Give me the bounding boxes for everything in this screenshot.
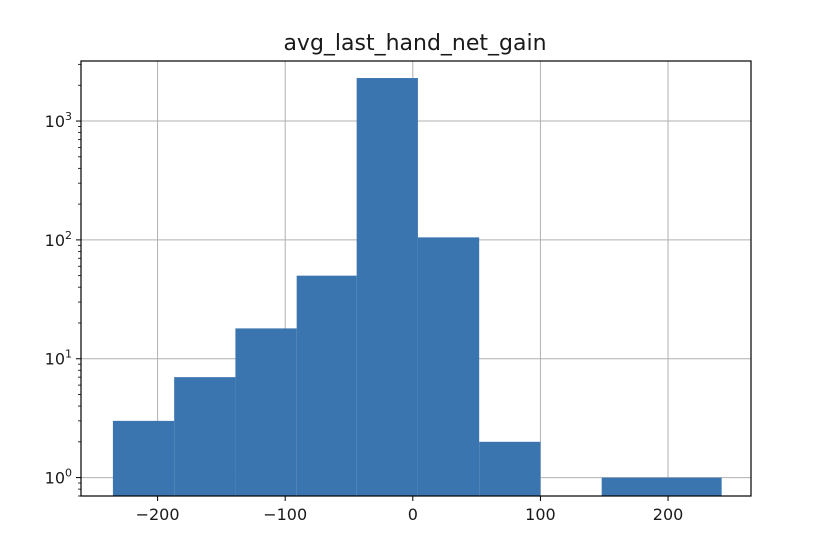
x-axis-ticks: −200 −100 0 100 200 bbox=[136, 496, 684, 524]
histogram-bar bbox=[174, 377, 236, 496]
histogram-bar bbox=[356, 78, 418, 496]
chart-title: avg_last_hand_net_gain bbox=[283, 31, 546, 56]
y-tick-label: 100 bbox=[45, 467, 72, 488]
y-axis-ticks: 100 101 102 103 bbox=[45, 63, 81, 497]
plot-frame bbox=[80, 60, 752, 497]
histogram-bar bbox=[479, 441, 541, 496]
histogram-bar bbox=[235, 328, 297, 496]
y-tick-label: 101 bbox=[45, 348, 72, 369]
histogram-bar bbox=[112, 420, 175, 496]
histogram-bar bbox=[417, 237, 480, 496]
x-tick-label: −200 bbox=[136, 505, 180, 524]
x-tick-label: 0 bbox=[408, 505, 418, 524]
histogram-bar bbox=[296, 275, 357, 496]
y-tick-label: 103 bbox=[45, 110, 72, 131]
histogram-bar bbox=[601, 477, 722, 496]
x-tick-label: 100 bbox=[525, 505, 556, 524]
x-tick-label: −100 bbox=[263, 505, 307, 524]
histogram-bars bbox=[112, 78, 722, 496]
y-tick-label: 102 bbox=[45, 229, 72, 250]
x-tick-label: 200 bbox=[653, 505, 684, 524]
